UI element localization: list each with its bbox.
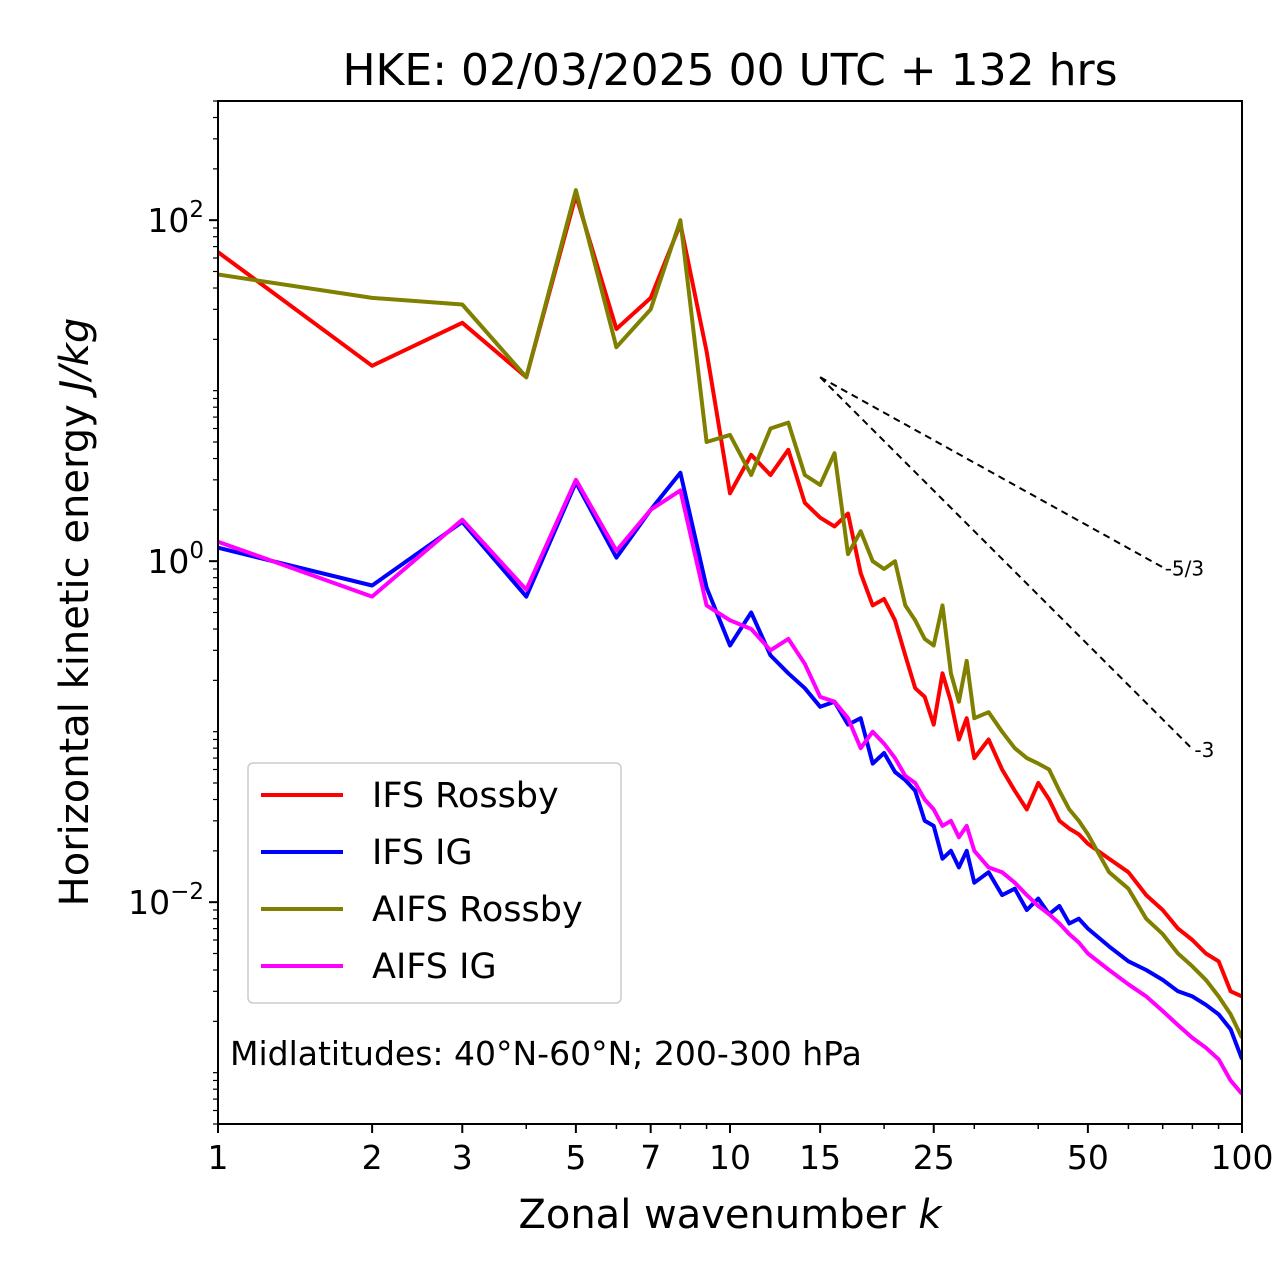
series-line-0 [218, 193, 1242, 999]
x-tick-label: 1 [208, 1138, 229, 1177]
y-axis-label-text: Horizontal kinetic energy [52, 392, 98, 907]
chart-title: HKE: 02/03/2025 00 UTC + 132 hrs [342, 45, 1117, 96]
legend: IFS Rossby IFS IG AIFS Rossby AIFS IG [247, 762, 622, 1004]
reference-slope-line-1 [819, 376, 1194, 750]
series-line-3 [218, 477, 1242, 1096]
series-line-1 [218, 470, 1242, 1060]
x-tick-label: 10 [709, 1138, 751, 1177]
series-line-2 [218, 188, 1242, 1039]
x-tick-label: 2 [362, 1138, 383, 1177]
y-tick-label: 100 [147, 538, 204, 581]
region-annotation: Midlatitudes: 40°N-60°N; 200-300 hPa [230, 1034, 862, 1073]
legend-box [247, 762, 622, 1004]
x-tick-label: 100 [1211, 1138, 1274, 1177]
x-tick-label: 3 [452, 1138, 473, 1177]
legend-entries: IFS Rossby IFS IG AIFS Rossby AIFS IG [261, 776, 583, 987]
reference-slope-label-0: -5/3 [1165, 556, 1204, 580]
y-tick-label: 102 [147, 197, 204, 240]
reference-slope-line-0 [819, 376, 1164, 569]
x-axis-label: Zonal wavenumber k [518, 1192, 943, 1238]
x-tick-label: 7 [640, 1138, 661, 1177]
series-layer [218, 188, 1242, 1096]
y-axis-label-units: J/kg [52, 318, 98, 399]
x-tick-label: 50 [1067, 1138, 1109, 1177]
x-axis-label-text: Zonal wavenumber [518, 1192, 918, 1238]
legend-label-1: IFS IG [372, 833, 473, 873]
legend-label-0: IFS Rossby [372, 776, 559, 816]
x-axis-label-variable: k [918, 1192, 943, 1238]
y-axis-label: Horizontal kinetic energy J/kg [52, 318, 98, 907]
legend-label-2: AIFS Rossby [372, 890, 583, 930]
x-tick-label: 15 [799, 1138, 841, 1177]
reference-slope-layer: -5/3 -3 [819, 376, 1214, 762]
axis-ticks: 1 2 3 5 7 10 15 25 50 100 102 100 10−2 [128, 100, 1274, 1177]
y-tick-label: 10−2 [128, 879, 204, 922]
reference-slope-label-1: -3 [1194, 738, 1214, 762]
x-tick-label: 25 [913, 1138, 955, 1177]
legend-label-3: AIFS IG [372, 947, 497, 987]
x-tick-label: 5 [565, 1138, 586, 1177]
